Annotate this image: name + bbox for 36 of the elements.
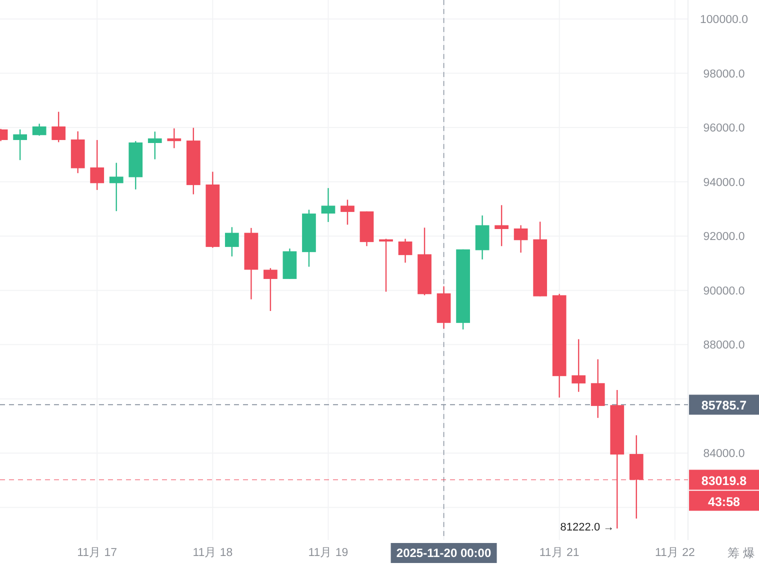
candlestick bbox=[32, 123, 46, 136]
candlestick bbox=[167, 128, 182, 149]
annotation: 81222.0 → bbox=[560, 522, 614, 534]
x-tick-label: 11月 18 bbox=[192, 546, 233, 559]
y-tick-label: 92000.0 bbox=[703, 231, 745, 244]
candlestick bbox=[90, 139, 104, 191]
candlestick bbox=[264, 268, 278, 312]
candlestick bbox=[13, 128, 27, 161]
candlestick bbox=[379, 238, 393, 292]
y-tick-label: 88000.0 bbox=[703, 340, 745, 352]
candlestick bbox=[52, 111, 66, 143]
text: 43:58 bbox=[708, 494, 740, 509]
candlestick bbox=[109, 162, 124, 212]
y-tick-label: 98000.0 bbox=[703, 68, 745, 80]
y-tick-label: 100000.0 bbox=[700, 14, 748, 26]
candlestick bbox=[224, 226, 239, 258]
candlestick bbox=[148, 131, 162, 160]
y-tick-label: 94000.0 bbox=[703, 176, 745, 189]
y-tick-label: 96000.0 bbox=[703, 122, 745, 135]
candlestick bbox=[590, 358, 605, 418]
candlestick bbox=[398, 238, 412, 264]
x-tick-label: 11月 17 bbox=[77, 546, 118, 559]
x-tick-label: 11月 19 bbox=[308, 546, 348, 559]
ref-line-label: 2025-11-20 00:00 bbox=[396, 546, 492, 560]
ref-line-label: 83019.8 bbox=[701, 474, 747, 488]
y-tick-label: 90000.0 bbox=[703, 285, 745, 298]
x-tick-label: 11月 22 bbox=[654, 546, 695, 559]
ref-line-label: 85785.7 bbox=[701, 398, 747, 413]
candlestick bbox=[494, 204, 509, 247]
candlestick bbox=[321, 187, 336, 223]
text: 筹 爆 bbox=[728, 546, 755, 560]
candlestick bbox=[572, 338, 586, 392]
candlestick bbox=[514, 224, 528, 254]
candlestick bbox=[340, 199, 354, 226]
y-tick-label: 84000.0 bbox=[703, 448, 745, 460]
x-tick-label: 11月 21 bbox=[539, 546, 580, 559]
